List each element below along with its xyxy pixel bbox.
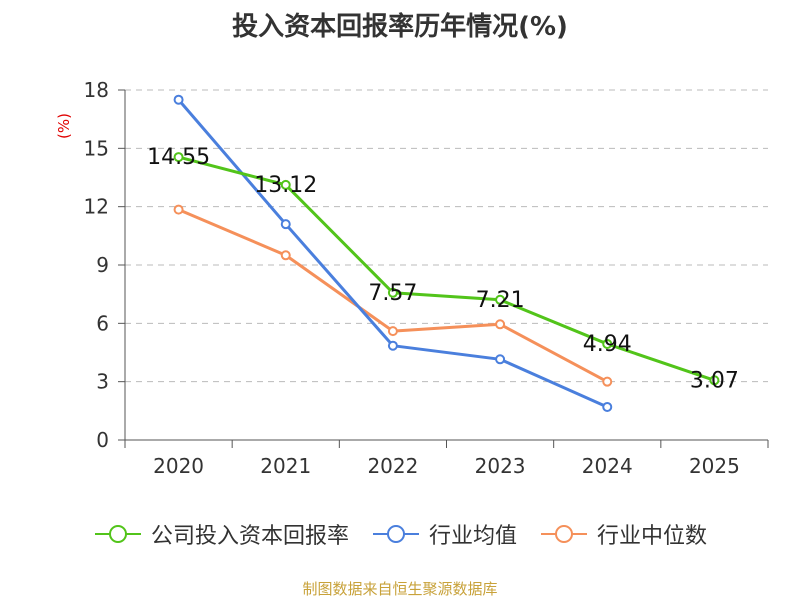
axis-layer: 0 3 6 9 12 15 18 2020 2021 2022 2023 2024 2025 [84, 78, 769, 478]
data-point-average [280, 219, 291, 230]
legend-company-label: 公司投入资本回报率 [150, 524, 349, 549]
data-label-company: 3.07 [690, 368, 739, 393]
data-label-company: 4.94 [583, 332, 632, 357]
y-tick-label: 9 [96, 253, 109, 277]
x-tick-label: 2022 [367, 454, 418, 478]
legend-median-marker-icon [541, 525, 587, 543]
x-tick-label: 2024 [582, 454, 633, 478]
series-layer [173, 94, 720, 412]
data-point-average [602, 401, 613, 412]
series-line-average [177, 98, 608, 409]
x-tick-label: 2025 [689, 454, 740, 478]
legend-median-label: 行业中位数 [597, 524, 708, 549]
series-line-company [178, 155, 715, 382]
legend-average-label: 行业均值 [428, 524, 517, 549]
data-point-median [495, 319, 506, 330]
data-label-company: 7.21 [476, 288, 525, 313]
legend-item-company[interactable]: 公司投入资本回报率 [93, 518, 349, 550]
data-point-median [387, 326, 398, 337]
data-point-company [495, 294, 506, 305]
legend: 公司投入资本回报率 行业均值 行业中位数 [0, 518, 800, 550]
data-source-note: 制图数据来自恒生聚源数据库 [302, 580, 498, 598]
x-tick-label: 2020 [153, 454, 204, 478]
x-tick-label: 2023 [475, 454, 526, 478]
data-point-company [709, 375, 720, 386]
data-point-median [602, 376, 613, 387]
legend-company-marker-icon [94, 525, 141, 543]
y-tick-label: 3 [96, 370, 109, 394]
data-point-company [280, 179, 291, 190]
data-point-company [387, 287, 398, 298]
y-tick-label: 15 [84, 136, 109, 160]
data-label-layer: 14.55 13.12 7.57 7.21 4.94 3.07 [147, 145, 739, 393]
y-tick-label: 18 [84, 78, 109, 102]
data-point-average [173, 94, 184, 105]
chart-title: 投入资本回报率历年情况(%) [232, 12, 568, 42]
y-tick-label: 12 [84, 195, 109, 219]
y-tick-label: 6 [96, 311, 109, 335]
data-point-median [173, 204, 184, 215]
data-label-company: 14.55 [147, 145, 210, 170]
grid-layer [125, 89, 768, 383]
data-point-average [387, 340, 398, 351]
data-point-company [602, 338, 613, 349]
legend-item-average[interactable]: 行业均值 [371, 518, 517, 550]
data-point-average [495, 354, 506, 365]
data-label-company: 7.57 [368, 281, 417, 306]
x-tick-label: 2021 [260, 454, 311, 478]
data-point-company [173, 152, 184, 163]
data-point-median [280, 250, 291, 261]
legend-average-marker-icon [372, 525, 419, 543]
legend-item-median[interactable]: 行业中位数 [539, 518, 707, 550]
data-label-company: 13.12 [254, 173, 317, 198]
y-tick-label: 0 [96, 428, 109, 452]
